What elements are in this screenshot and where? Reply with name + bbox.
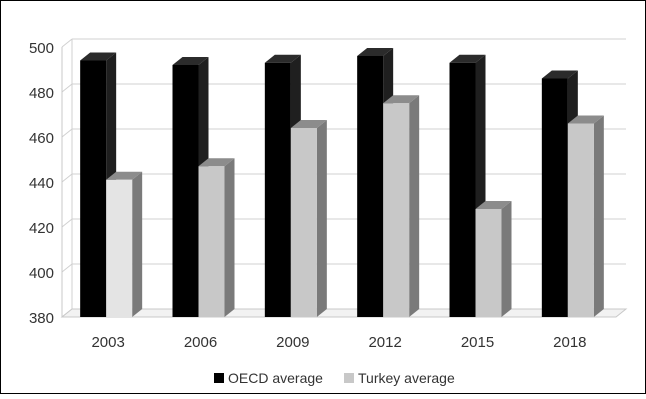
bar-front [290,128,317,317]
bar-side [224,158,235,317]
y-tick-label: 380 [29,310,54,327]
y-tick-label: 500 [29,40,54,57]
chart-floor [60,308,628,318]
legend-label: Turkey average [358,370,455,386]
bar-top [80,52,117,61]
y-tick-label: 480 [29,85,54,102]
bar-top [357,48,394,56]
bar-front [449,62,476,317]
y-tick-label: 440 [29,175,54,192]
bar-front [541,78,568,317]
x-tick-label: 2006 [184,334,217,351]
bar-side [316,120,327,317]
bar-top [264,54,301,63]
bar-front [172,65,199,317]
gridline-depth-500 [61,38,73,48]
y-tick-label: 460 [29,130,54,147]
floor-plane [60,308,628,318]
bar-front [198,166,225,317]
bar-turkey-average-2003 [106,171,143,317]
legend: OECD average Turkey average [214,370,455,386]
bar-front [383,103,410,317]
bar-top [567,115,604,124]
y-axis: 380 400 420 440 460 480 500 [29,40,63,327]
legend-swatch [344,373,354,383]
gridline-depth-400 [61,263,73,273]
bar-turkey-average-2018 [567,115,604,317]
x-tick-label: 2015 [461,334,494,351]
bar-side [593,115,604,317]
y-tick-label: 400 [29,265,54,282]
x-tick-label: 2018 [553,334,586,351]
legend-item-oecd-average: OECD average [214,370,323,386]
bar-turkey-average-2009 [290,120,327,317]
bar-top [541,70,578,79]
bar-turkey-average-2006 [198,158,235,317]
gridline-depth-480 [61,83,73,93]
bar-top [383,95,420,104]
gridline-depth-420 [61,218,73,228]
y-tick-label: 420 [29,220,54,237]
bar-top [475,201,512,209]
bar-side [409,95,420,317]
bar-top [106,171,143,180]
x-tick-label: 2003 [91,334,124,351]
bar-side [132,171,143,317]
bar-front [567,123,594,317]
bar-side [501,201,512,317]
bars [80,48,604,317]
bar-top [172,57,209,65]
legend-swatch [214,373,224,383]
bar-front [106,179,133,317]
bar-turkey-average-2012 [383,95,420,317]
bar-oecd-average-2003 [80,52,117,317]
bar-front [475,209,502,317]
bar-turkey-average-2015 [475,201,512,317]
bar-top [198,158,235,167]
legend-label: OECD average [228,370,323,386]
bar-top [449,54,486,63]
gridline-depth-460 [61,128,73,138]
bar-front [264,62,291,317]
x-tick-label: 2012 [368,334,401,351]
x-axis: 2003 2006 2009 2012 2015 2018 [91,334,586,351]
gridline-depth-440 [61,173,73,183]
x-tick-label: 2009 [276,334,309,351]
bar-front [80,60,107,317]
bar-front [357,56,384,317]
legend-item-turkey-average: Turkey average [344,370,455,386]
bar-top [290,120,327,128]
